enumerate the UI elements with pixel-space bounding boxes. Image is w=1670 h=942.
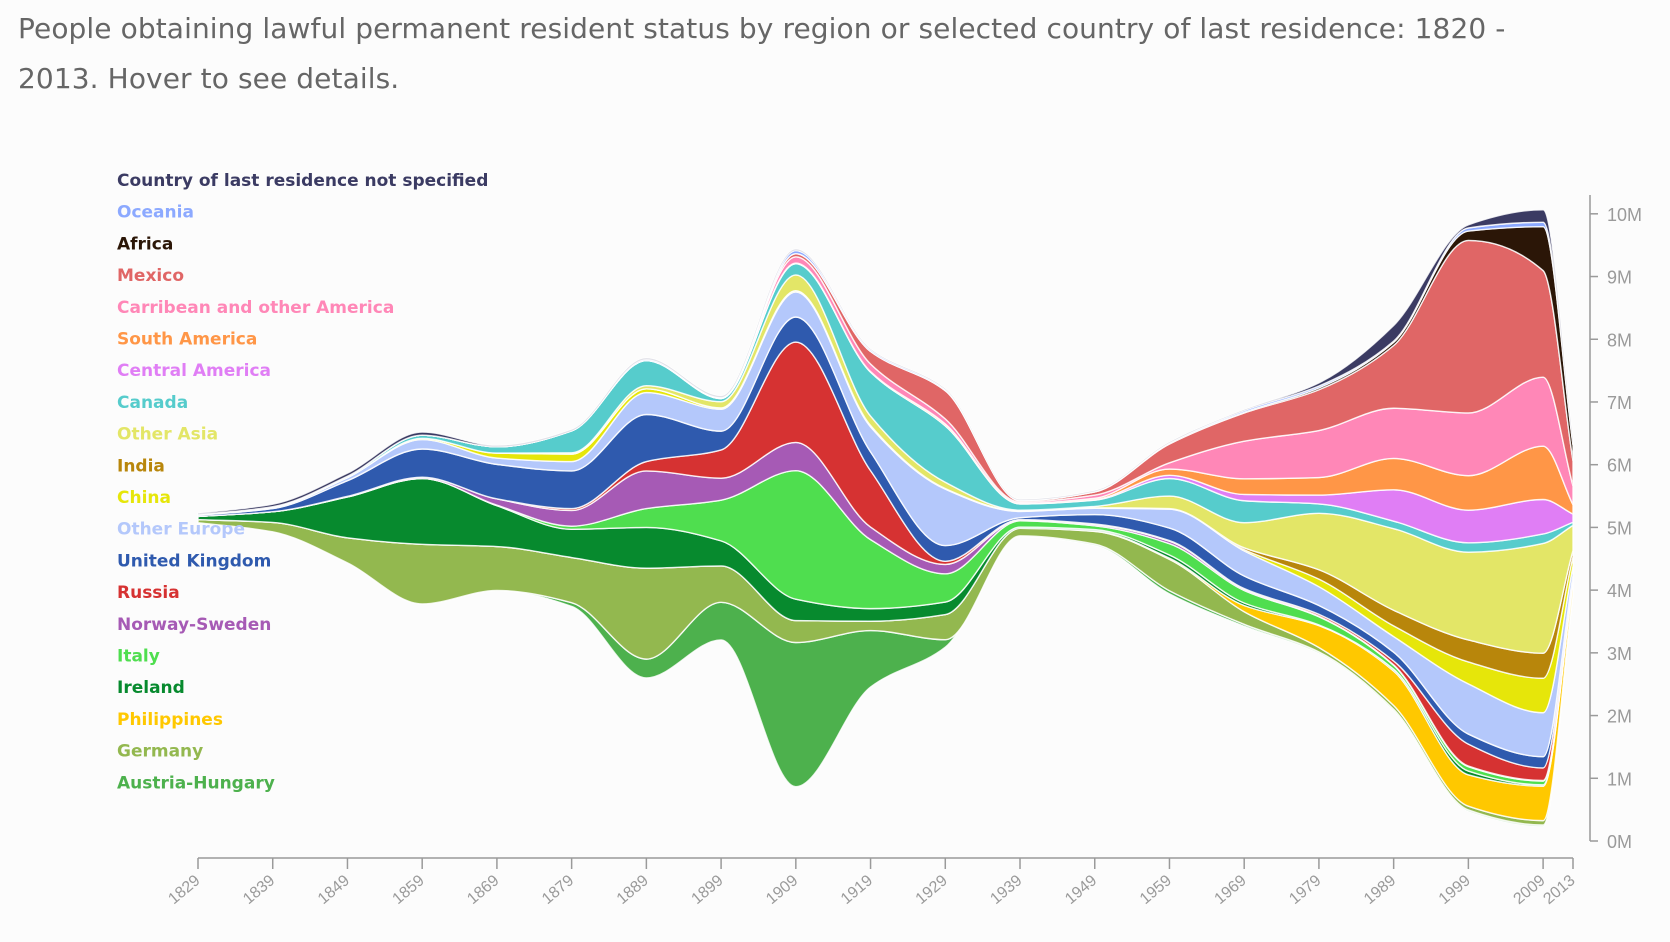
y-tick-label: 8M <box>1607 330 1632 350</box>
legend-item-china[interactable]: China <box>117 488 171 508</box>
x-tick-label: 1939 <box>987 872 1025 908</box>
x-tick-label: 2009 <box>1510 872 1548 908</box>
chart-title: People obtaining lawful permanent reside… <box>18 12 1506 95</box>
y-tick-label: 10M <box>1607 205 1642 225</box>
legend-item-oceania[interactable]: Oceania <box>117 203 194 223</box>
x-tick-label: 1969 <box>1212 872 1250 908</box>
legend-item-central-america[interactable]: Central America <box>117 361 271 381</box>
x-tick-label: 1869 <box>464 872 502 908</box>
x-axis: 1829 1839 1849 1859 1869 1879 1889 1899 1909 1919… <box>165 857 1579 908</box>
y-tick-label: 2M <box>1607 707 1632 727</box>
x-tick-label: 1949 <box>1062 872 1100 908</box>
legend-item-carribean-and-other-america[interactable]: Carribean and other America <box>117 298 394 318</box>
legend-item-philippines[interactable]: Philippines <box>117 710 223 730</box>
stream-layers <box>197 209 1574 827</box>
x-tick-label: 1839 <box>240 872 278 908</box>
stream-layer-country-of-last-residence-not-specified[interactable] <box>197 209 1574 516</box>
y-tick-label: 5M <box>1607 518 1632 538</box>
legend-item-ireland[interactable]: Ireland <box>117 678 185 698</box>
x-tick-label: 1979 <box>1286 872 1324 908</box>
x-tick-label: 1929 <box>913 872 951 908</box>
x-tick-label: 1909 <box>763 872 801 908</box>
x-tick-label: 1879 <box>539 872 577 908</box>
legend-item-united-kingdom[interactable]: United Kingdom <box>117 551 271 571</box>
legend-item-other-asia[interactable]: Other Asia <box>117 425 218 445</box>
y-tick-label: 1M <box>1607 769 1632 789</box>
y-tick-label: 6M <box>1607 456 1632 476</box>
legend-item-austria-hungary[interactable]: Austria-Hungary <box>117 773 275 793</box>
x-tick-label: 1959 <box>1137 872 1175 908</box>
y-tick-label: 9M <box>1607 268 1632 288</box>
legend: Country of last residence not specified O… <box>117 171 488 793</box>
legend-item-other-europe[interactable]: Other Europe <box>117 520 245 540</box>
x-tick-label: 1849 <box>315 872 353 908</box>
legend-item-italy[interactable]: Italy <box>117 647 160 667</box>
x-tick-label: 1859 <box>390 872 428 908</box>
x-tick-label: 1889 <box>614 872 652 908</box>
y-tick-label: 0M <box>1607 832 1632 852</box>
legend-item-canada[interactable]: Canada <box>117 393 188 413</box>
x-tick-label: 1899 <box>688 872 726 908</box>
legend-item-africa[interactable]: Africa <box>117 234 173 254</box>
legend-item-mexico[interactable]: Mexico <box>117 266 184 286</box>
legend-item-country-of-last-residence-not-specified[interactable]: Country of last residence not specified <box>117 171 488 191</box>
y-axis: 0M 1M 2M 3M 4M 5M 6M 7M 8M 9M 10M <box>1589 195 1642 852</box>
y-tick-label: 3M <box>1607 644 1632 664</box>
x-tick-label: 1829 <box>165 872 203 908</box>
x-tick-label: 1999 <box>1436 872 1474 908</box>
legend-item-india[interactable]: India <box>117 456 165 476</box>
legend-item-russia[interactable]: Russia <box>117 583 180 603</box>
legend-item-germany[interactable]: Germany <box>117 742 203 762</box>
y-tick-label: 7M <box>1607 393 1632 413</box>
y-tick-label: 4M <box>1607 581 1632 601</box>
x-tick-label: 1919 <box>838 872 876 908</box>
legend-item-norway-sweden[interactable]: Norway-Sweden <box>117 615 271 635</box>
legend-item-south-america[interactable]: South America <box>117 330 257 350</box>
x-tick-label: 1989 <box>1361 872 1399 908</box>
x-tick-label: 2013 <box>1540 872 1578 908</box>
